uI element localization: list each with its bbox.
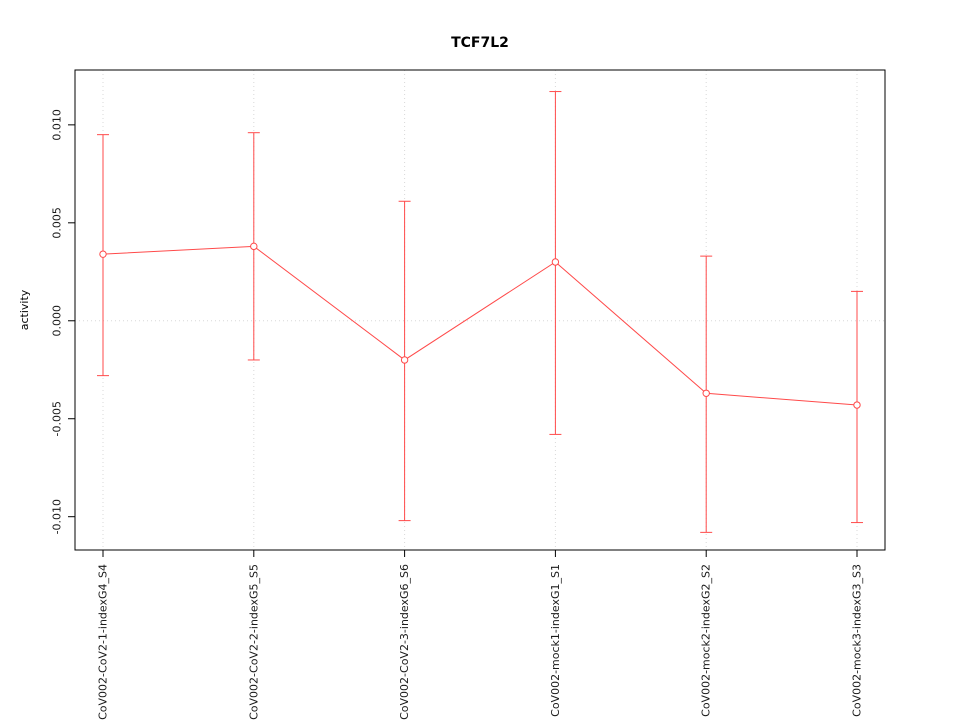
data-point: [99, 250, 107, 258]
x-category-label: CoV002-CoV2-1-indexG4_S4: [97, 564, 110, 720]
y-tick-label: -0.010: [51, 499, 64, 534]
data-point: [702, 389, 710, 397]
data-point: [551, 258, 560, 266]
y-tick-label: 0.005: [51, 207, 64, 239]
data-point: [400, 356, 409, 364]
y-tick-label: -0.005: [51, 401, 64, 436]
y-tick-label: 0.010: [51, 109, 64, 141]
data-point: [250, 242, 258, 251]
chart-title: TCF7L2: [451, 35, 509, 51]
y-tick-label: 0.000: [51, 305, 64, 337]
x-category-label: CoV002-mock2-indexG2_S2: [700, 564, 713, 717]
y-axis-label: activity: [18, 289, 31, 330]
series-line: [102, 245, 858, 406]
x-category-label: CoV002-CoV2-3-indexG6_S6: [398, 564, 411, 720]
x-category-label: CoV002-mock1-indexG1_S1: [549, 564, 562, 717]
x-category-label: CoV002-CoV2-2-indexG5_S5: [247, 564, 260, 720]
plot-border: [74, 69, 886, 551]
data-point: [853, 401, 861, 409]
x-category-label: CoV002-mock3-indexG3_S3: [851, 564, 864, 717]
